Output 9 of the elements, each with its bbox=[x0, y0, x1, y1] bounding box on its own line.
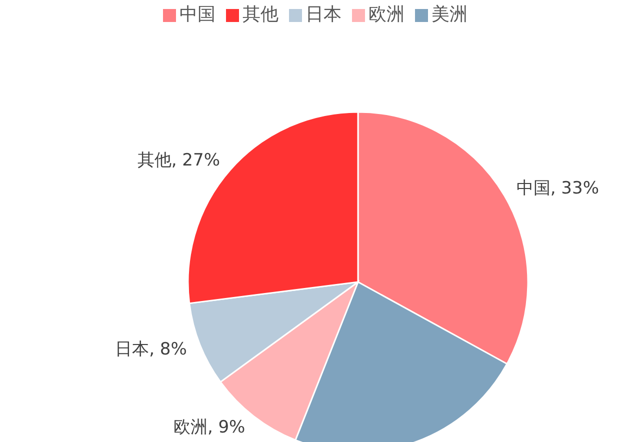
legend-label: 欧洲 bbox=[368, 4, 404, 25]
legend-label: 其他 bbox=[242, 4, 278, 25]
legend-label: 中国 bbox=[180, 4, 216, 25]
data-label: 中国, 33% bbox=[516, 178, 599, 198]
data-label: 欧洲, 9% bbox=[173, 417, 246, 438]
data-label: 其他, 27% bbox=[137, 150, 220, 170]
legend-label: 美洲 bbox=[432, 4, 468, 25]
legend-label: 日本 bbox=[306, 4, 342, 25]
data-label: 日本, 8% bbox=[115, 340, 187, 360]
